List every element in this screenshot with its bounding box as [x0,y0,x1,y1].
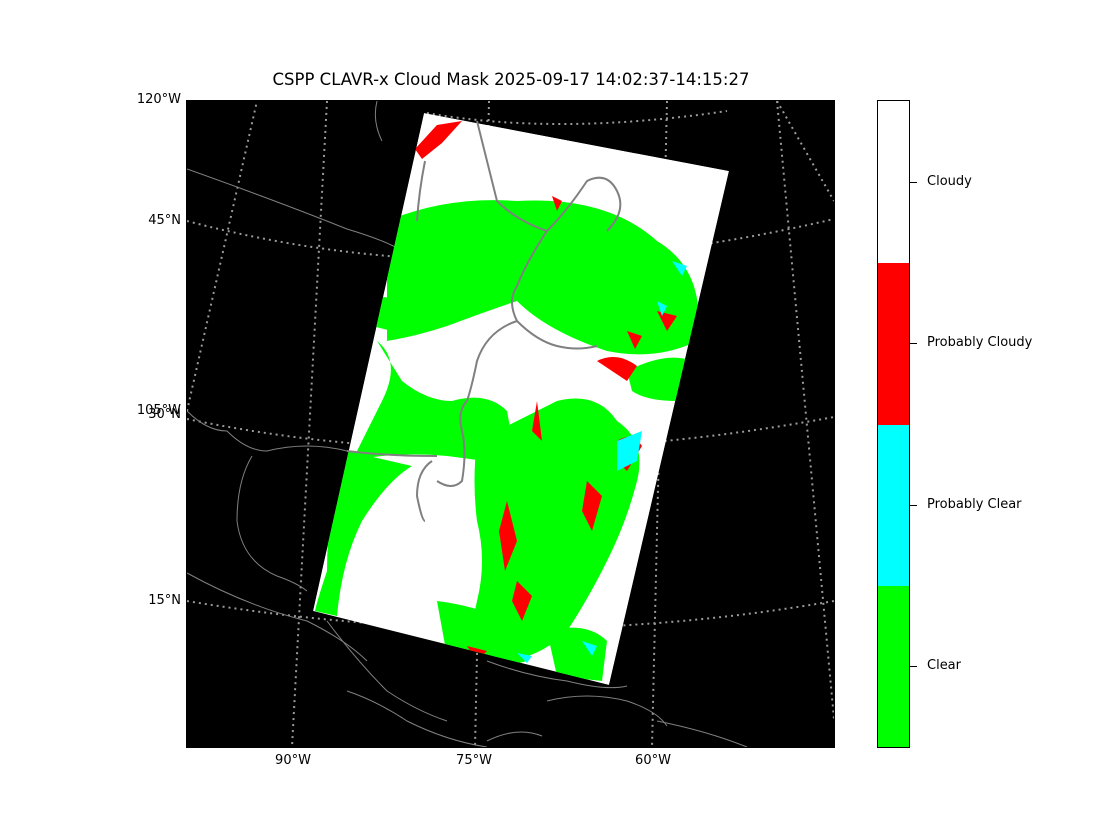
colorbar-label-clear: Clear [927,658,961,673]
meridian-90w [291,101,328,747]
lon-label-90w: 90°W [275,753,311,768]
coastlines [187,101,748,747]
lon-label-75w: 75°W [456,753,492,768]
colorbar-tick-probably-clear [910,505,917,506]
colorbar-tick-clear [910,666,917,667]
colorbar-label-probably-cloudy: Probably Cloudy [927,335,1033,350]
colorbar-segment-cloudy [878,101,909,263]
map-panel [186,100,835,748]
colorbar-segment-probably-cloudy [878,263,909,425]
map-svg [187,101,834,747]
lat-label-45n: 45°N [148,213,181,228]
chart-title: CSPP CLAVR-x Cloud Mask 2025-09-17 14:02… [272,70,750,89]
colorbar-tick-probably-cloudy [910,343,917,344]
lat-label-15n: 15°N [148,593,181,608]
parallel-top [426,110,728,125]
lat-label-120w: 120°W [136,92,181,107]
parallel-15n [187,600,834,630]
lon-label-60w: 60°W [635,753,671,768]
meridian-east [776,101,834,202]
colorbar-label-cloudy: Cloudy [927,174,972,189]
colorbar-tick-cloudy [910,182,917,183]
colorbar-segment-clear [878,586,909,747]
lat-label-105w: 105°W [136,403,181,418]
lat-label-30n: 30°N [148,407,181,422]
colorbar-label-probably-clear: Probably Clear [927,497,1022,512]
colorbar-segment-probably-clear [878,425,909,586]
coastlines-overlay [346,120,622,522]
meridian-45w [776,101,834,720]
meridian-west [187,101,258,412]
swath-cloud-mask [313,113,729,685]
colorbar [877,100,910,748]
